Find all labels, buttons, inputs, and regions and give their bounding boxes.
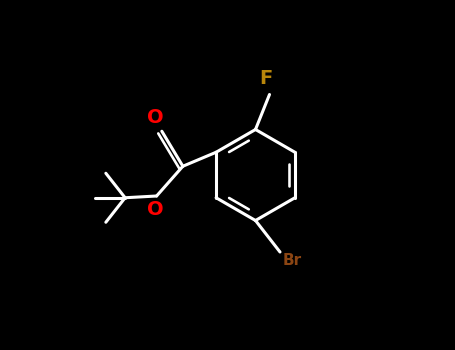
Text: Br: Br: [283, 253, 302, 268]
Text: O: O: [147, 108, 163, 127]
Text: O: O: [147, 200, 163, 219]
Text: F: F: [259, 69, 273, 88]
